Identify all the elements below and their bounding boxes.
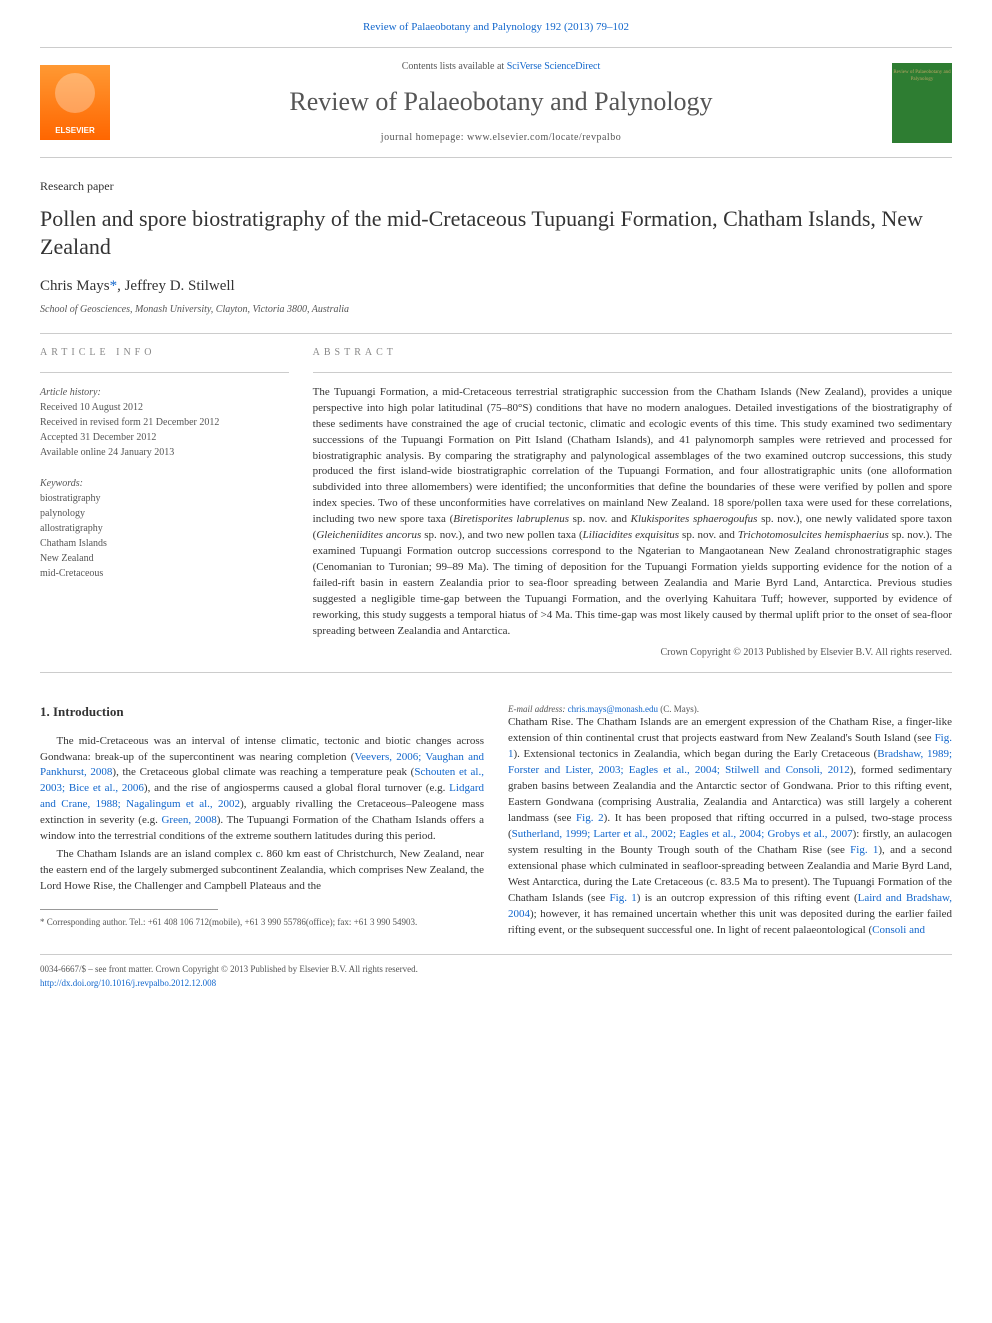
divider xyxy=(40,333,952,334)
intro-heading: 1. Introduction xyxy=(40,703,484,722)
info-abstract-row: article info Article history: Received 1… xyxy=(40,346,952,660)
paper-title: Pollen and spore biostratigraphy of the … xyxy=(40,205,952,262)
intro-para-2a: The Chatham Islands are an island comple… xyxy=(40,847,484,895)
doi-link[interactable]: http://dx.doi.org/10.1016/j.revpalbo.201… xyxy=(40,978,216,988)
figure-link[interactable]: Fig. 2 xyxy=(576,812,604,824)
article-info-col: article info Article history: Received 1… xyxy=(40,346,289,660)
journal-link[interactable]: Review of Palaeobotany and Palynology 19… xyxy=(363,21,629,33)
body-columns: 1. Introduction The mid-Cretaceous was a… xyxy=(40,703,952,939)
article-info-heading: article info xyxy=(40,346,289,360)
scidirect-link[interactable]: SciVerse ScienceDirect xyxy=(507,61,601,72)
footnote-divider xyxy=(40,909,218,910)
article-history: Article history: Received 10 August 2012… xyxy=(40,385,289,460)
citation-link[interactable]: Green, 2008 xyxy=(161,814,216,826)
abstract-heading: abstract xyxy=(313,346,952,360)
contents-line: Contents lists available at SciVerse Sci… xyxy=(130,60,872,74)
abstract-copyright: Crown Copyright © 2013 Published by Else… xyxy=(313,646,952,660)
journal-cover-thumb: Review of Palaeobotany and Palynology xyxy=(892,63,952,143)
divider xyxy=(40,372,289,373)
top-citation-link: Review of Palaeobotany and Palynology 19… xyxy=(40,20,952,35)
journal-header-center: Contents lists available at SciVerse Sci… xyxy=(130,60,872,144)
intro-para-1: The mid-Cretaceous was an interval of in… xyxy=(40,734,484,846)
authors: Chris Mays*, Jeffrey D. Stilwell xyxy=(40,276,952,297)
abstract-text: The Tupuangi Formation, a mid-Cretaceous… xyxy=(313,385,952,640)
divider xyxy=(313,372,952,373)
intro-para-2b: Chatham Rise. The Chatham Islands are an… xyxy=(508,715,952,938)
introduction-section: 1. Introduction The mid-Cretaceous was a… xyxy=(40,703,952,939)
figure-link[interactable]: Fig. 1 xyxy=(850,844,878,856)
citation-link[interactable]: Consoli and xyxy=(872,924,925,936)
journal-header: ELSEVIER Contents lists available at Sci… xyxy=(40,47,952,157)
paper-type: Research paper xyxy=(40,178,952,195)
elsevier-logo: ELSEVIER xyxy=(40,65,110,140)
footer: 0034-6667/$ – see front matter. Crown Co… xyxy=(40,954,952,990)
figure-link[interactable]: Fig. 1 xyxy=(610,892,637,904)
abstract-col: abstract The Tupuangi Formation, a mid-C… xyxy=(313,346,952,660)
citation-link[interactable]: Sutherland, 1999; Larter et al., 2002; E… xyxy=(512,828,853,840)
divider xyxy=(40,672,952,673)
corresponding-mark: * xyxy=(110,278,118,294)
keywords: Keywords: biostratigraphy palynology all… xyxy=(40,476,289,581)
affiliation: School of Geosciences, Monash University… xyxy=(40,303,952,317)
email-link[interactable]: chris.mays@monash.edu xyxy=(568,704,658,714)
journal-title: Review of Palaeobotany and Palynology xyxy=(130,84,872,120)
journal-homepage: journal homepage: www.elsevier.com/locat… xyxy=(130,131,872,145)
